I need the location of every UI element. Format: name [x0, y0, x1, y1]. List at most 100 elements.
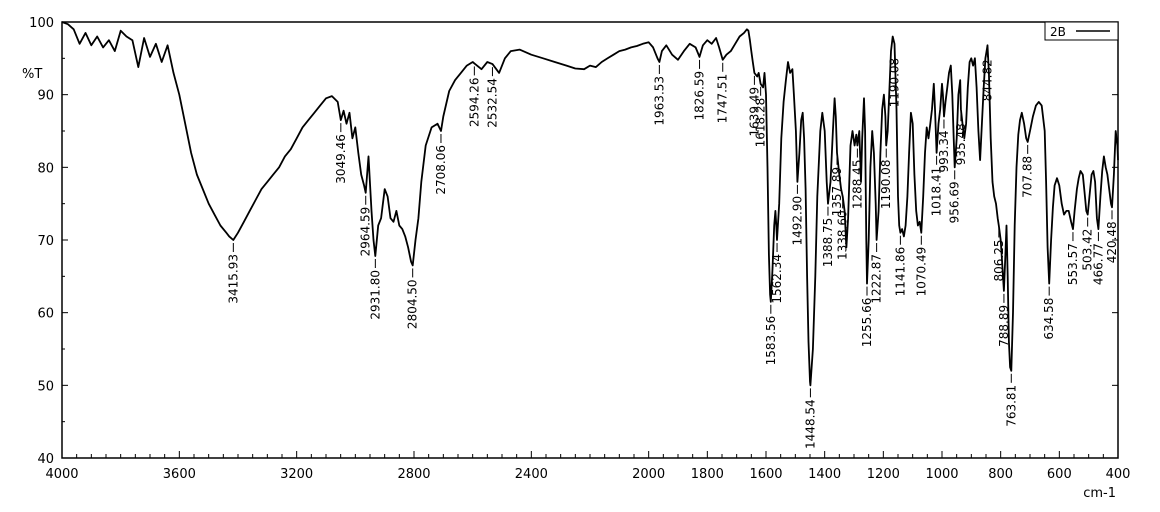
peak-label-group: 466.77 — [1091, 232, 1105, 285]
peak-label: 1190.08 — [887, 58, 901, 108]
peak-label-group: 2804.50 — [406, 268, 420, 329]
x-tick-label: 1400 — [808, 467, 841, 482]
x-tick-label: 1000 — [925, 467, 958, 482]
peak-label-group: 1255.66 — [860, 286, 874, 348]
x-axis: 4000 3600 3200 2800 2400 2000 1800 1600 1400 1200… — [45, 451, 1130, 482]
peak-label: 3415.93 — [226, 254, 240, 304]
peak-label: 788.89 — [997, 305, 1011, 347]
peak-label-group: 788.89 — [997, 293, 1011, 347]
peak-label-group: 2964.59 — [359, 195, 373, 257]
peak-label-group: 3415.93 — [226, 243, 240, 304]
peak-label: 1826.59 — [693, 71, 707, 121]
peak-label: 2532.54 — [485, 78, 499, 128]
peak-label-group: 1562.34 — [770, 243, 784, 304]
peak-label-group: 935.48 — [954, 112, 968, 165]
x-tick-label: 1800 — [691, 467, 724, 482]
peak-label: 1963.53 — [652, 76, 666, 126]
peak-label: 1448.54 — [803, 399, 817, 449]
x-tick-label: 800 — [988, 467, 1013, 482]
peak-label-group: 806.25 — [992, 228, 1006, 281]
peak-label: 420.48 — [1105, 221, 1119, 263]
peak-label: 1288.45 — [850, 160, 864, 210]
peak-label: 1747.51 — [716, 74, 730, 124]
peak-label-group: 1018.41 — [930, 155, 944, 217]
peak-label: 2594.26 — [467, 77, 481, 127]
peak-label-group: 2931.80 — [368, 258, 382, 320]
x-tick-label: 1200 — [867, 467, 900, 482]
peak-label: 1492.90 — [790, 196, 804, 246]
peak-label-group: 2594.26 — [467, 66, 481, 127]
peak-label-group: 707.88 — [1021, 144, 1035, 198]
x-tick-label: 2400 — [515, 467, 548, 482]
peak-label-group: 1338.60 — [836, 199, 850, 260]
y-tick-label: 50 — [37, 379, 54, 394]
peak-label: 1070.49 — [914, 247, 928, 297]
peak-label: 466.77 — [1091, 243, 1105, 285]
y-tick-label: 70 — [37, 234, 54, 249]
peak-label: 2931.80 — [368, 270, 382, 320]
peak-label-group: 1747.51 — [716, 62, 730, 124]
x-tick-label: 2800 — [397, 467, 430, 482]
peak-label: 844.82 — [981, 59, 995, 101]
peak-label: 1338.60 — [836, 210, 850, 260]
peak-label: 2964.59 — [359, 207, 373, 257]
y-tick-label: 60 — [37, 307, 54, 322]
peak-label: 1222.87 — [870, 254, 884, 304]
peak-label-group: 420.48 — [1105, 210, 1119, 263]
peak-label: 1141.86 — [893, 247, 907, 297]
legend: 2B — [1044, 21, 1119, 41]
peak-label-group: 1288.45 — [850, 148, 864, 210]
peak-label: 2804.50 — [406, 279, 420, 329]
peak-label-group: 1070.49 — [914, 235, 928, 297]
peak-label: 1388.75 — [821, 218, 835, 268]
x-tick-label: 3200 — [280, 467, 313, 482]
y-tick-label: 100 — [29, 16, 54, 31]
peak-label-group: 2708.06 — [434, 134, 448, 195]
peak-label-group: 1583.56 — [764, 304, 778, 366]
peak-label-group: 844.82 — [981, 48, 995, 101]
peak-label: 935.48 — [954, 123, 968, 165]
peak-label-group: 1618.28 — [754, 86, 768, 148]
peak-label: 1357.89 — [830, 167, 844, 217]
x-tick-label: 4000 — [45, 467, 78, 482]
peak-annotations: 3415.93 3049.46 2964.59 2931.80 2804.50 2708.… — [226, 46, 1119, 449]
peak-label: 1583.56 — [764, 316, 778, 366]
x-tick-label: 400 — [1106, 467, 1131, 482]
x-tick-label: 3600 — [163, 467, 196, 482]
y-tick-label: 40 — [37, 452, 54, 467]
x-tick-label: 1600 — [749, 467, 782, 482]
peak-label-group: 1190.08 — [887, 46, 901, 108]
peak-label-group: 993.34 — [937, 119, 951, 172]
peak-label-group: 553.57 — [1066, 232, 1080, 285]
y-axis: 40 50 60 70 80 90 100 — [29, 16, 1118, 467]
peak-label: 1639.49 — [747, 87, 761, 137]
x-tick-label: 600 — [1047, 467, 1072, 482]
peak-label: 503.42 — [1081, 229, 1095, 271]
peak-label-group: 763.81 — [1004, 373, 1018, 427]
peak-label-group: 1448.54 — [803, 388, 817, 449]
peak-label-group: 1222.87 — [870, 243, 884, 304]
peak-label-group: 634.58 — [1042, 286, 1056, 340]
peak-label-group: 1357.89 — [830, 155, 844, 217]
peak-label-group: 1141.86 — [893, 235, 907, 297]
peak-label-group: 1190.08 — [879, 148, 893, 209]
y-tick-label: 80 — [37, 161, 54, 176]
peak-label-group: 2532.54 — [485, 67, 499, 128]
peak-label-group: 1963.53 — [652, 64, 666, 126]
peak-label: 3049.46 — [334, 134, 348, 184]
peak-label: 634.58 — [1042, 298, 1056, 340]
spectrum-series-line — [61, 21, 1119, 387]
peak-label: 993.34 — [937, 130, 951, 172]
legend-label: 2B — [1050, 25, 1066, 39]
peak-label: 707.88 — [1021, 156, 1035, 198]
peak-label-group: 1826.59 — [693, 59, 707, 121]
peak-label: 1618.28 — [754, 98, 768, 148]
peak-label: 1255.66 — [860, 298, 874, 348]
peak-label-group: 3049.46 — [334, 123, 348, 184]
peak-label-group: 1492.90 — [790, 184, 804, 246]
peak-label: 1018.41 — [930, 167, 944, 217]
peak-label-group: 1639.49 — [747, 75, 761, 137]
peak-label: 553.57 — [1066, 243, 1080, 285]
peak-label: 806.25 — [992, 239, 1006, 281]
